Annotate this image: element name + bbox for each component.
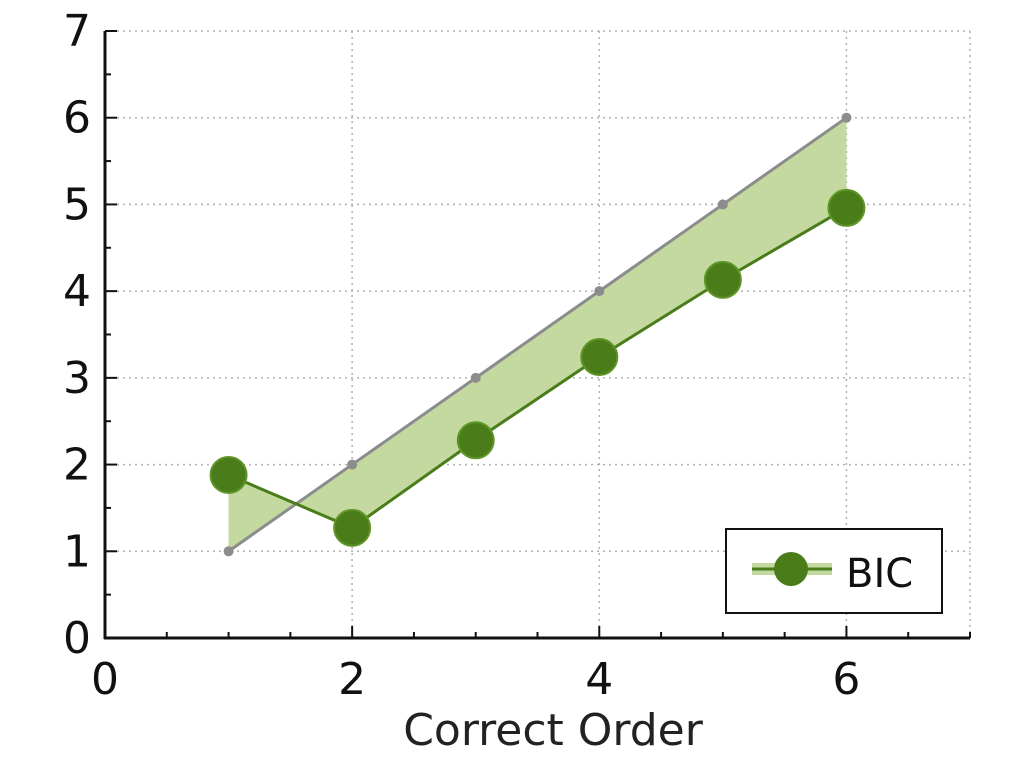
reference-point — [223, 546, 234, 557]
data-point-bic — [827, 188, 866, 227]
legend-swatch-marker — [774, 552, 808, 586]
x-tick-label: 0 — [91, 654, 119, 705]
data-point-bic — [333, 508, 372, 547]
y-tick-label: 4 — [63, 266, 91, 317]
reference-point — [347, 459, 358, 470]
reference-line-path — [227, 116, 848, 553]
reference-point — [470, 372, 481, 383]
reference-point — [841, 112, 852, 123]
y-tick-label: 0 — [63, 613, 91, 664]
y-tick-label: 5 — [63, 179, 91, 230]
data-point-bic — [580, 338, 619, 377]
tick-labels: 0 1 2 3 4 5 6 7 0 2 4 6 — [63, 6, 860, 705]
data-point-bic — [703, 260, 742, 299]
axes — [103, 30, 971, 640]
series-line-bic — [227, 206, 848, 530]
y-tick-label: 6 — [63, 93, 91, 144]
data-point-bic — [456, 421, 495, 460]
data-point-bic — [209, 455, 248, 494]
legend-label-bic: BIC — [846, 551, 913, 597]
reference-point — [717, 199, 728, 210]
x-tick-label: 4 — [585, 654, 613, 705]
legend: BIC — [725, 528, 943, 614]
reference-point — [594, 286, 605, 297]
y-tick-label: 1 — [63, 526, 91, 577]
x-tick-label: 2 — [338, 654, 366, 705]
x-tick-label: 6 — [832, 654, 860, 705]
y-tick-label: 3 — [63, 353, 91, 404]
x-axis-title: Correct Order — [403, 705, 704, 756]
y-tick-label: 7 — [63, 6, 91, 57]
y-tick-label: 2 — [63, 440, 91, 491]
series-bic — [209, 188, 866, 547]
reference-line — [223, 112, 852, 557]
